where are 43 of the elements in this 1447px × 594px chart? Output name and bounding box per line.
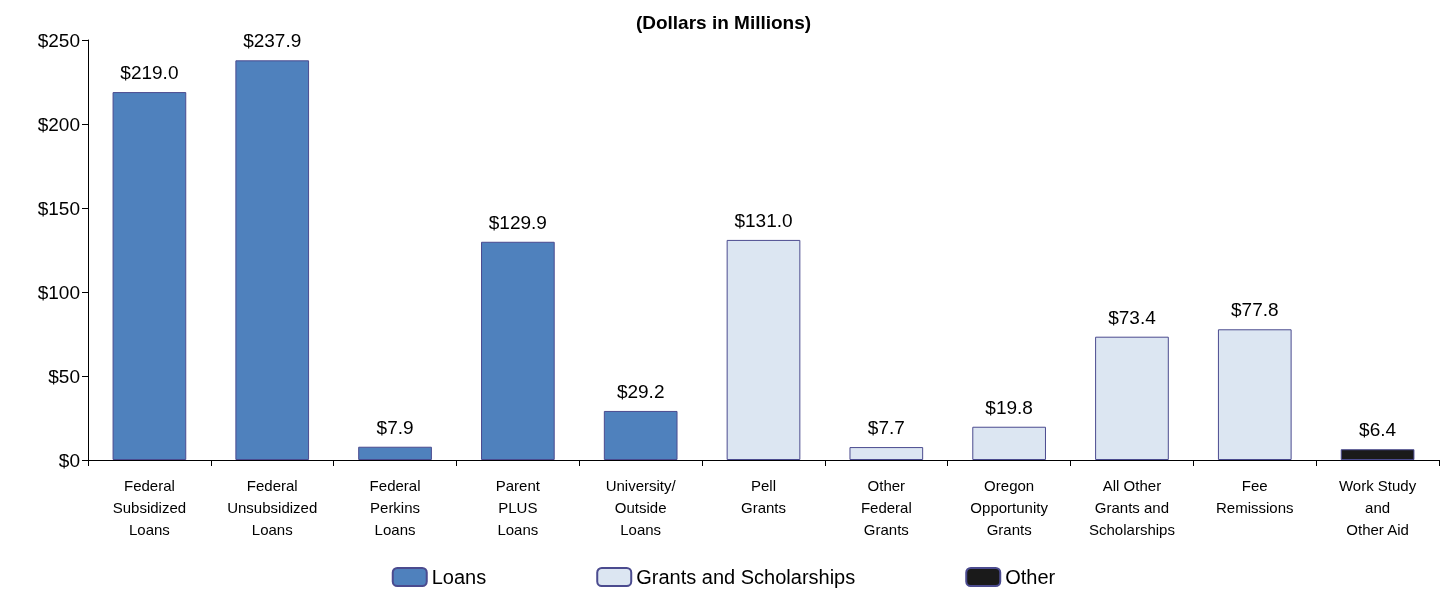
legend-label: Grants and Scholarships: [636, 566, 856, 588]
x-tick-label: Work Study and Other Aid: [1338, 476, 1417, 538]
x-tick-label: Other Federal Grants: [860, 476, 912, 538]
y-tick-label: $250: [37, 29, 80, 51]
bar: [972, 426, 1046, 460]
x-tick-label: Pell Grants: [740, 476, 787, 516]
data-label: $7.9: [376, 416, 414, 438]
data-label: $219.0: [120, 62, 179, 84]
x-tick-label: Federal Unsubsidized Loans: [227, 476, 318, 538]
x-tick-label: Parent PLUS Loans: [495, 476, 541, 538]
data-label: $19.8: [985, 396, 1033, 418]
x-tick-label: Oregon Opportunity Grants: [970, 476, 1049, 538]
legend-label: Loans: [431, 566, 487, 588]
y-tick-label: $200: [37, 113, 80, 135]
y-tick-label: $50: [48, 365, 80, 387]
data-label: $237.9: [243, 30, 302, 52]
y-tick-label: $0: [58, 449, 80, 471]
legend-label: Other: [1005, 566, 1056, 588]
data-label: $73.4: [1108, 306, 1157, 328]
data-label: $29.2: [616, 380, 665, 402]
bar: [1340, 449, 1415, 460]
bar: [849, 447, 924, 460]
x-tick-label: University/ Outside Loans: [605, 476, 677, 538]
y-tick-label: $100: [37, 281, 80, 303]
chart-title: (Dollars in Millions): [635, 12, 812, 33]
data-label: $129.9: [488, 211, 547, 233]
bar: [481, 241, 555, 460]
bar: [603, 410, 678, 460]
x-tick-label: Federal Perkins Loans: [369, 476, 421, 538]
y-tick-label: $150: [37, 197, 80, 219]
bar: [358, 446, 432, 460]
bar: [726, 239, 801, 460]
data-label: $131.0: [734, 209, 793, 231]
data-label: $77.8: [1231, 299, 1279, 321]
data-label: $7.7: [867, 417, 905, 439]
bar: [235, 60, 310, 460]
x-tick-label: All Other Grants and Scholarships: [1089, 476, 1175, 538]
x-tick-label: Federal Subsidized Loans: [112, 476, 187, 538]
bar: [1217, 329, 1292, 460]
data-label: $6.4: [1359, 419, 1397, 441]
bar: [112, 92, 187, 460]
bar: [1095, 336, 1169, 460]
x-tick-label: Fee Remissions: [1216, 476, 1294, 516]
